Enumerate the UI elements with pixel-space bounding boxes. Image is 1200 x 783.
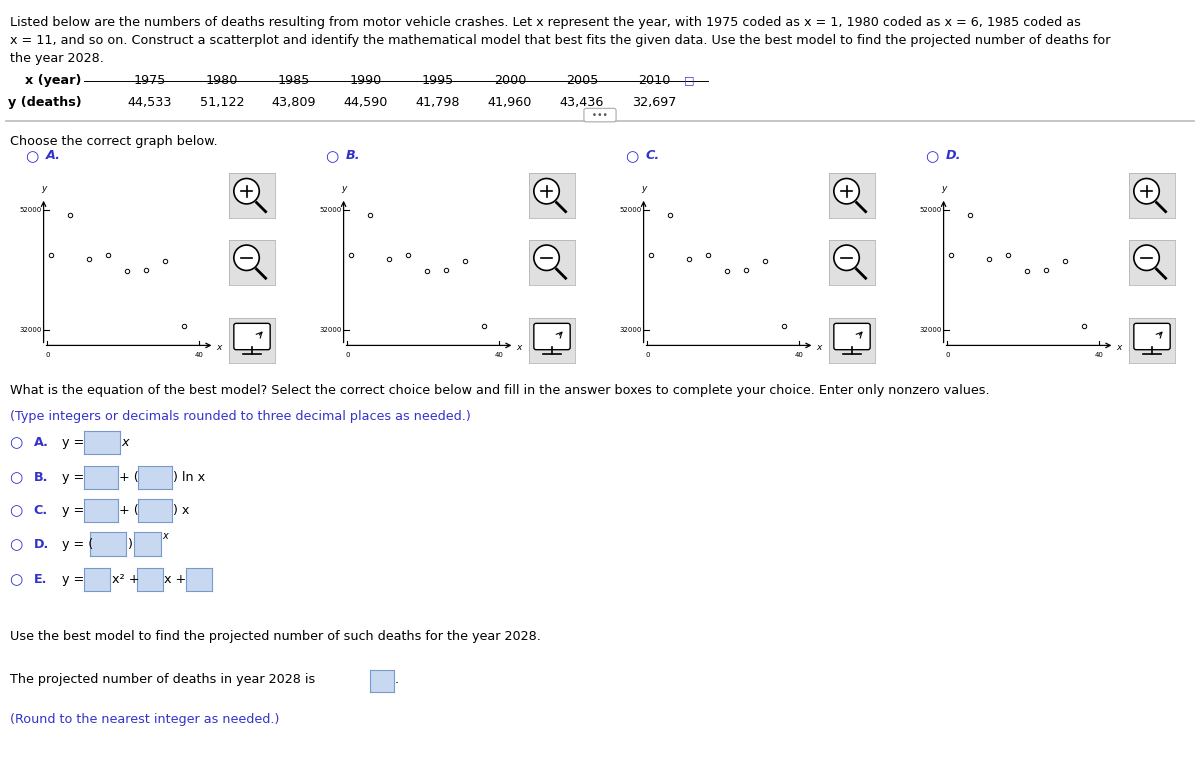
Text: x (year): x (year)	[25, 74, 82, 87]
Text: 0: 0	[346, 352, 349, 358]
Text: ○: ○	[26, 149, 44, 164]
Text: y: y	[941, 184, 947, 193]
Text: y: y	[641, 184, 647, 193]
Text: C.: C.	[646, 149, 660, 162]
Circle shape	[534, 245, 559, 270]
Text: x² +: x² +	[112, 573, 139, 586]
Text: ○: ○	[10, 470, 23, 485]
Text: D.: D.	[946, 149, 961, 162]
Text: 40: 40	[494, 352, 504, 358]
Text: y =: y =	[62, 504, 85, 517]
Text: ○: ○	[926, 149, 944, 164]
FancyBboxPatch shape	[234, 323, 270, 350]
Text: 32000: 32000	[919, 327, 942, 334]
Text: 40: 40	[794, 352, 804, 358]
Text: 32,697: 32,697	[632, 96, 676, 110]
Text: y (deaths): y (deaths)	[8, 96, 82, 110]
Text: D.: D.	[34, 538, 49, 550]
Text: 43,809: 43,809	[271, 96, 317, 110]
Text: x: x	[216, 343, 222, 352]
Text: B.: B.	[346, 149, 360, 162]
Text: (Type integers or decimals rounded to three decimal places as needed.): (Type integers or decimals rounded to th…	[10, 410, 470, 423]
Text: x = 11, and so on. Construct a scatterplot and identify the mathematical model t: x = 11, and so on. Construct a scatterpl…	[10, 34, 1110, 47]
Text: x: x	[121, 436, 128, 449]
Text: x: x	[516, 343, 522, 352]
Text: 40: 40	[1094, 352, 1104, 358]
Text: 32000: 32000	[319, 327, 342, 334]
Text: y =: y =	[62, 436, 85, 449]
Circle shape	[834, 245, 859, 270]
Text: y = (: y = (	[62, 538, 94, 550]
Text: + (: + (	[119, 504, 138, 517]
Text: 2000: 2000	[494, 74, 526, 87]
Text: ○: ○	[326, 149, 344, 164]
Text: ) ln x: ) ln x	[173, 471, 205, 484]
Text: ○: ○	[10, 503, 23, 518]
Text: 2005: 2005	[566, 74, 598, 87]
Text: Listed below are the numbers of deaths resulting from motor vehicle crashes. Let: Listed below are the numbers of deaths r…	[10, 16, 1080, 29]
Text: 44,590: 44,590	[344, 96, 388, 110]
Text: 52000: 52000	[919, 207, 942, 213]
Text: 52000: 52000	[619, 207, 642, 213]
Text: y: y	[341, 184, 347, 193]
Text: A.: A.	[34, 436, 48, 449]
Circle shape	[234, 245, 259, 270]
Text: 41,798: 41,798	[415, 96, 461, 110]
Text: What is the equation of the best model? Select the correct choice below and fill: What is the equation of the best model? …	[10, 384, 989, 397]
Text: 43,436: 43,436	[560, 96, 604, 110]
Text: A.: A.	[46, 149, 60, 162]
Text: ○: ○	[626, 149, 644, 164]
Circle shape	[1134, 179, 1159, 204]
Text: 52000: 52000	[19, 207, 42, 213]
Text: □: □	[684, 75, 695, 85]
Text: Choose the correct graph below.: Choose the correct graph below.	[10, 135, 217, 148]
Text: ○: ○	[10, 572, 23, 587]
Text: ○: ○	[10, 435, 23, 450]
Text: ○: ○	[10, 536, 23, 552]
Text: Use the best model to find the projected number of such deaths for the year 2028: Use the best model to find the projected…	[10, 630, 540, 644]
Text: 1995: 1995	[422, 74, 454, 87]
Text: 44,533: 44,533	[127, 96, 173, 110]
Text: 1980: 1980	[206, 74, 238, 87]
Text: ): )	[127, 538, 132, 550]
Text: x: x	[816, 343, 822, 352]
Text: 0: 0	[946, 352, 949, 358]
Text: y =: y =	[62, 573, 85, 586]
Text: 1990: 1990	[350, 74, 382, 87]
Text: 0: 0	[646, 352, 649, 358]
Text: x +: x +	[164, 573, 187, 586]
Text: x: x	[162, 532, 168, 541]
FancyBboxPatch shape	[834, 323, 870, 350]
FancyBboxPatch shape	[1134, 323, 1170, 350]
Text: 32000: 32000	[19, 327, 42, 334]
Text: y =: y =	[62, 471, 85, 484]
Text: 0: 0	[46, 352, 49, 358]
Text: (Round to the nearest integer as needed.): (Round to the nearest integer as needed.…	[10, 713, 278, 726]
Text: x: x	[1116, 343, 1122, 352]
Text: 51,122: 51,122	[199, 96, 245, 110]
Text: 52000: 52000	[319, 207, 342, 213]
Text: E.: E.	[34, 573, 47, 586]
Text: C.: C.	[34, 504, 48, 517]
Text: •••: •••	[586, 110, 614, 120]
Circle shape	[234, 179, 259, 204]
Text: .: .	[395, 673, 398, 687]
Text: y: y	[41, 184, 47, 193]
FancyBboxPatch shape	[534, 323, 570, 350]
Text: 1985: 1985	[278, 74, 310, 87]
Text: 32000: 32000	[619, 327, 642, 334]
Circle shape	[1134, 245, 1159, 270]
Text: the year 2028.: the year 2028.	[10, 52, 103, 65]
Text: + (: + (	[119, 471, 138, 484]
Text: 40: 40	[194, 352, 204, 358]
Text: ) x: ) x	[173, 504, 190, 517]
Text: 2010: 2010	[638, 74, 670, 87]
Text: The projected number of deaths in year 2028 is: The projected number of deaths in year 2…	[10, 673, 319, 687]
Text: 1975: 1975	[134, 74, 166, 87]
Circle shape	[834, 179, 859, 204]
Text: B.: B.	[34, 471, 48, 484]
Circle shape	[534, 179, 559, 204]
Text: 41,960: 41,960	[488, 96, 532, 110]
